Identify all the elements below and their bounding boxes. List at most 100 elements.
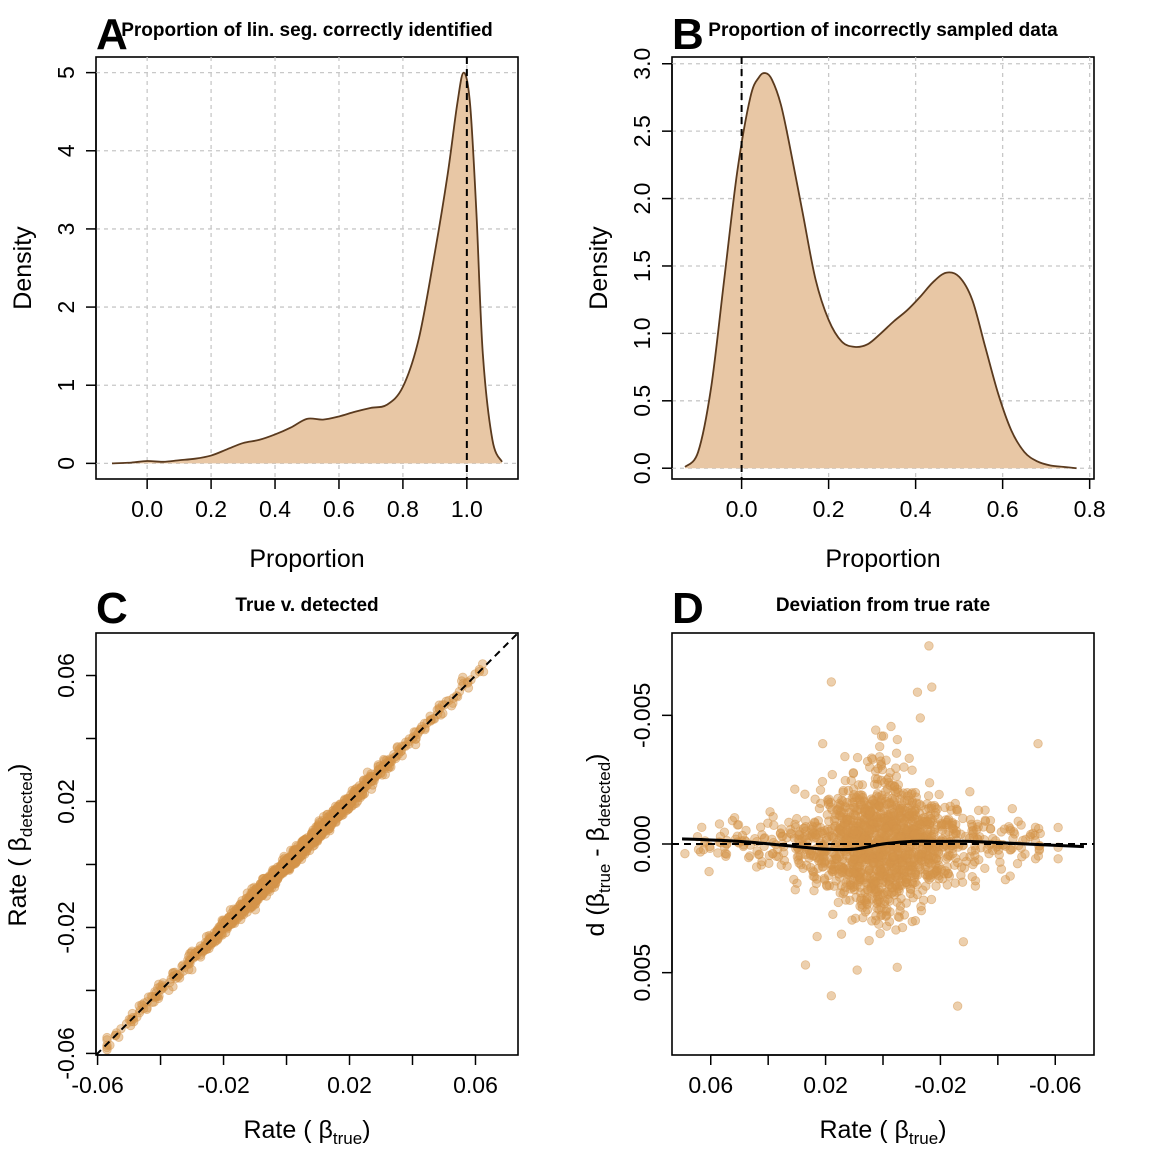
panel-d-point [996, 864, 1007, 874]
panel-c-x-tick-label: 0.06 [453, 1072, 498, 1098]
panel-d-point [924, 778, 935, 788]
panel-d-point [887, 882, 897, 893]
panel-c-y-tick-label: -0.06 [53, 1027, 79, 1079]
panel-b-y-tick-label: 0.0 [629, 452, 655, 484]
panel-c-point [377, 770, 387, 780]
panel-a-y-tick-label: 2 [53, 301, 79, 314]
panel-d-point [893, 912, 904, 922]
panel-d-point [900, 816, 910, 826]
panel-d-point [1021, 834, 1031, 844]
panel-d-x-tick-label: -0.02 [914, 1072, 966, 1098]
panel-d-title: Deviation from true rate [776, 595, 990, 616]
panel-d-point [894, 807, 904, 818]
panel-d-point [1004, 821, 1014, 832]
panel-d-outlier-point [826, 991, 837, 1001]
panel-b-title: Proportion of incorrectly sampled data [708, 20, 1058, 41]
panel-a-letter: A [96, 10, 128, 59]
panel-c-point [262, 880, 273, 891]
panel-b-density-curve [684, 72, 1077, 470]
panel-d-point [1030, 830, 1040, 840]
panel-d-point [891, 925, 901, 935]
panel-c-point [164, 985, 174, 996]
panel-d-point [826, 824, 837, 834]
panel-d-outlier-point [927, 682, 937, 692]
panel-d-point [809, 817, 820, 827]
panel-c-point [355, 792, 366, 803]
panel-d-point [916, 819, 926, 829]
panel-d-point [878, 731, 889, 741]
panel-d-point [847, 915, 857, 925]
panel-d-point [965, 787, 975, 797]
panel-c-point [332, 802, 343, 812]
panel-d-y-label: d (βtrue - βdetected) [582, 753, 614, 936]
panel-d-point [714, 819, 725, 829]
panel-d-outlier-point [826, 677, 837, 687]
panel-d-point [876, 761, 887, 771]
panel-d-point [956, 870, 966, 880]
panel-d-outlier-point [818, 738, 828, 749]
panel-d-point [871, 725, 881, 735]
panel-d-point [827, 769, 837, 780]
panel-d-point [874, 801, 884, 811]
panel-d-point [980, 805, 990, 815]
panel-d-point [741, 825, 751, 836]
panel-d-point [858, 912, 868, 923]
panel-d-point [881, 911, 891, 921]
panel-c-y-label: Rate ( βdetected) [4, 764, 36, 927]
panel-a: 0.0 0.2 0.4 0.6 0.8 1.0 0 1 2 3 4 5 A Proportion of… [9, 10, 519, 573]
panel-d-outlier-point [852, 965, 862, 975]
panel-d-point [824, 816, 834, 826]
panel-d-point [876, 817, 887, 827]
panel-d-point [934, 874, 944, 884]
panel-d-point [776, 824, 787, 834]
panel-d-point [892, 734, 903, 745]
panel-d-point [1007, 803, 1018, 814]
panel-d-point [733, 820, 744, 830]
panel-d-point [769, 820, 779, 830]
panel-c-point [346, 793, 356, 803]
panel-d-point [875, 871, 885, 881]
panel-c-identity-line [95, 632, 519, 1056]
panel-d-point [889, 782, 900, 792]
panel-c-point [330, 809, 340, 819]
panel-d-outlier-point [800, 960, 811, 970]
panel-d-point [888, 851, 899, 861]
panel-d-point [984, 848, 994, 859]
panel-d-point [817, 776, 828, 787]
panel-d-point [1013, 816, 1023, 826]
panel-d-point [854, 780, 864, 790]
panel-d-point [800, 789, 810, 799]
panel-d-point [932, 804, 942, 814]
panel-d-letter: D [672, 584, 704, 633]
panel-a-x-tick-label: 1.0 [451, 496, 483, 522]
panel-a-x-tick-label: 0.4 [259, 496, 291, 522]
panel-d-point [865, 762, 875, 772]
panel-c-point [238, 901, 248, 912]
panel-d-outlier-point [952, 1001, 963, 1011]
panel-d-point [862, 905, 873, 915]
panel-d-point [907, 765, 917, 775]
panel-d-point [840, 751, 850, 762]
panel-a-x-tick-label: 0.6 [323, 496, 355, 522]
panel-d-point [864, 935, 874, 946]
panel-d-point [768, 812, 778, 822]
panel-d-x-tick-label: -0.06 [1029, 1072, 1081, 1098]
panel-d-point [815, 785, 826, 795]
panel-d-outlier-point [1033, 738, 1043, 749]
panel-c-point [374, 765, 385, 775]
panel-d-y-tick-label: -0.005 [629, 683, 655, 748]
panel-d-point [782, 861, 792, 871]
panel-d-point [959, 851, 969, 862]
panel-d-point [743, 852, 754, 863]
panel-c-point [314, 817, 325, 828]
panel-d-point [875, 741, 885, 752]
panel-d-point [926, 859, 937, 869]
panel-a-title: Proportion of lin. seg. correctly identi… [121, 20, 493, 41]
panel-d-point [755, 822, 766, 832]
panel-d-point [836, 929, 847, 939]
panel-d-point [1012, 858, 1023, 869]
panel-d-point [899, 762, 909, 772]
panel-d-point [792, 878, 802, 888]
panel-d-point [885, 797, 895, 808]
panel-d-point [867, 916, 877, 926]
